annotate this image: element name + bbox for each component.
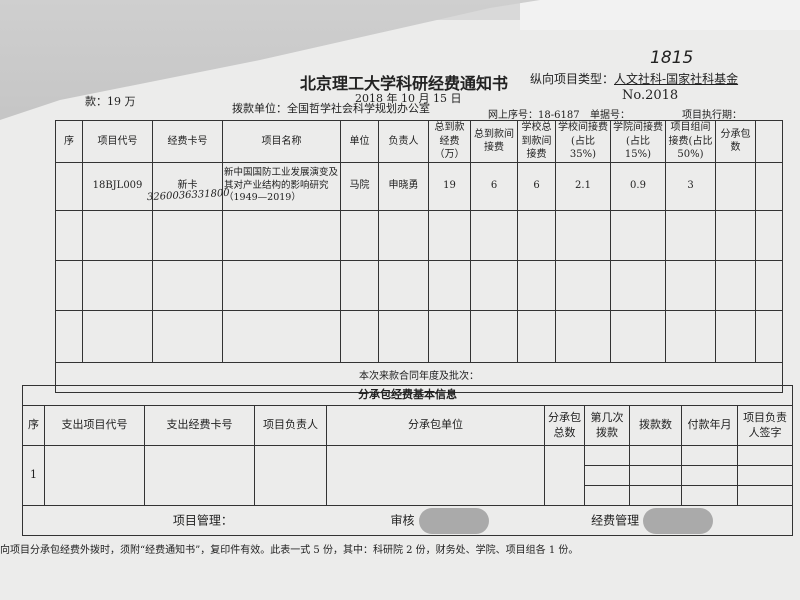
- header-cell: 负责人: [378, 120, 429, 163]
- leader-cell: 申晓勇: [378, 161, 429, 211]
- header-cell: 拨款数: [629, 405, 682, 446]
- header-cell: 分承包总数: [544, 405, 585, 446]
- table-row: [55, 259, 783, 311]
- sub-header-row: 序 支出项目代号 支出经费卡号 项目负责人 分承包单位 分承包总数 第几次拨款 …: [22, 405, 794, 446]
- main-table: 序 项目代号 经费卡号 项目名称 单位 负责人 总到款经费（万） 总到款间接费 …: [55, 120, 783, 393]
- signature-row: 项目管理： 审核 经费管理: [21, 505, 794, 536]
- college-cell: 0.9: [610, 161, 666, 211]
- header-cell: 支出经费卡号: [144, 405, 255, 446]
- empty-cell: [755, 120, 783, 163]
- header-cell: 项目负责人签字: [736, 405, 794, 446]
- sub-count-cell: [715, 161, 756, 211]
- name-cell: 新中国国防工业发展演变及其对产业结构的影响研究（1949—2019）: [222, 161, 341, 211]
- online-serial: 网上序号：18-6187: [488, 110, 580, 121]
- header-cell: 项目组间接费(占比 50%): [665, 120, 716, 163]
- table-row: [55, 209, 783, 261]
- header-cell: 学校间接费(占比 35%): [555, 120, 611, 163]
- card-handwritten: 3260036331800: [146, 187, 230, 203]
- header-cell: 分承包单位: [326, 405, 545, 446]
- background-paper: [520, 0, 800, 30]
- header-cell: 分承包数: [715, 120, 756, 163]
- document-title: 北京理工大学科研经费通知书: [300, 74, 509, 93]
- total-cell: 19: [428, 161, 471, 211]
- payer: 拨款单位：全国哲学社会科学规划办公室: [232, 102, 430, 115]
- header-cell: 序: [22, 405, 45, 446]
- section-title: 分承包经费基本信息: [21, 385, 794, 406]
- header-cell: 项目负责人: [254, 405, 327, 446]
- unit-cell: 马院: [340, 161, 379, 211]
- document-date: 2018 年 10 月 15 日: [355, 92, 462, 105]
- project-type-label: 纵向项目类型：: [530, 72, 615, 86]
- header-cell: 第几次拨款: [584, 405, 630, 446]
- sub-table: 分承包经费基本信息 序 支出项目代号 支出经费卡号 项目负责人 分承包单位 分承…: [21, 385, 794, 536]
- school-cell: 2.1: [555, 161, 611, 211]
- fund-mgmt-label: 经费管理: [591, 513, 640, 527]
- school-total-cell: 6: [517, 161, 556, 211]
- card-cell: 新卡 3260036331800: [147, 161, 230, 211]
- redacted-signature: [643, 507, 714, 534]
- document-number: No.2018: [622, 88, 679, 103]
- handwritten-note: 1815: [650, 48, 694, 68]
- header-cell: 支出项目代号: [44, 405, 145, 446]
- header-cell: 学院间接费(占比 15%): [610, 120, 666, 163]
- table-row: 1: [22, 445, 794, 506]
- review-label: 审核: [390, 513, 415, 527]
- group-cell: 3: [665, 161, 716, 211]
- header-cell: 项目代号: [82, 120, 153, 163]
- header-cell: 总到款间接费: [470, 120, 518, 163]
- project-mgmt-label: 项目管理：: [172, 513, 233, 527]
- bill-number: 单据号：: [590, 110, 630, 121]
- project-type: 纵向项目类型：人文社科-国家社科基金: [530, 70, 738, 87]
- header-cell: 项目名称: [222, 120, 341, 163]
- indirect-total-cell: 6: [470, 161, 518, 211]
- empty-cell: [755, 161, 783, 211]
- header-cell: 序: [55, 120, 83, 163]
- code-cell: 18BJL009: [82, 161, 153, 211]
- header-cell: 总到款经费（万）: [428, 120, 471, 163]
- project-type-value: 人文社科-国家社科基金: [614, 72, 739, 86]
- header-cell: 单位: [340, 120, 379, 163]
- header-cell: 经费卡号: [152, 120, 223, 163]
- table-row: 18BJL009 新卡 3260036331800 新中国国防工业发展演变及其对产…: [55, 161, 783, 211]
- seq-cell: 1: [22, 445, 45, 506]
- total-amount: 款：19 万: [85, 95, 136, 108]
- main-header-row: 序 项目代号 经费卡号 项目名称 单位 负责人 总到款经费（万） 总到款间接费 …: [55, 120, 783, 163]
- execution-period: 项目执行期：: [682, 110, 742, 121]
- card-value: 新卡: [177, 180, 198, 192]
- header-cell: 付款年月: [681, 405, 738, 446]
- seq-cell: [55, 161, 83, 211]
- header-cell: 学校总到款间接费: [517, 120, 556, 163]
- redacted-signature: [418, 507, 489, 534]
- footnote: 向项目分承包经费外拨时，须附“经费通知书”，复印件有效。此表一式 5 份，其中：…: [0, 545, 579, 556]
- table-row: [55, 309, 783, 363]
